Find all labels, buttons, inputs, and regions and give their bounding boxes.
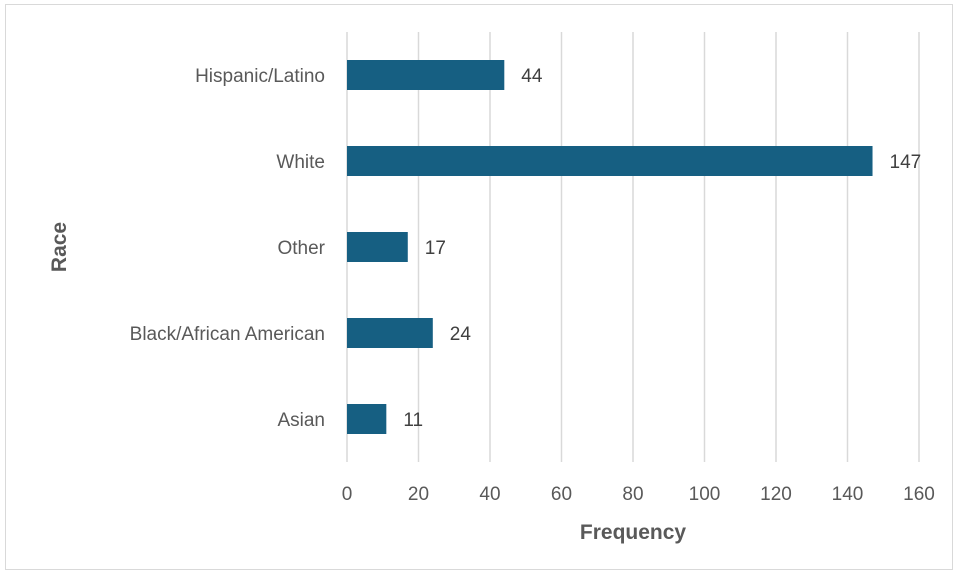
data-label: 147 [890, 152, 922, 173]
bars [347, 60, 873, 434]
category-label: Other [277, 238, 325, 259]
x-tick-label: 100 [689, 484, 721, 505]
x-tick-label: 160 [903, 484, 935, 505]
x-tick-label: 120 [760, 484, 792, 505]
bar [347, 232, 408, 262]
x-tick-label: 40 [479, 484, 500, 505]
category-label: Hispanic/Latino [195, 66, 325, 87]
data-label: 11 [403, 410, 423, 431]
bar [347, 60, 505, 90]
category-label: Black/African American [130, 324, 325, 345]
data-labels: 44 147 17 24 11 [403, 66, 921, 431]
category-labels: Hispanic/Latino White Other Black/African A… [130, 66, 326, 431]
data-label: 17 [425, 238, 446, 259]
bar [347, 404, 387, 434]
x-tick-labels: 0 20 40 60 80 100 120 140 160 [342, 484, 935, 505]
bar [347, 318, 433, 348]
data-label: 24 [450, 324, 472, 345]
x-tick-label: 0 [342, 484, 353, 505]
x-tick-label: 60 [551, 484, 572, 505]
x-tick-label: 80 [622, 484, 643, 505]
category-label: Asian [277, 410, 325, 431]
chart-frame [5, 4, 953, 570]
x-axis-title: Frequency [580, 521, 687, 544]
category-label: White [276, 152, 325, 173]
gridlines [346, 32, 920, 462]
x-tick-label: 20 [408, 484, 429, 505]
bar [347, 146, 873, 176]
data-label: 44 [521, 66, 543, 87]
x-tick-label: 140 [832, 484, 864, 505]
y-axis-title: Race [48, 222, 71, 272]
